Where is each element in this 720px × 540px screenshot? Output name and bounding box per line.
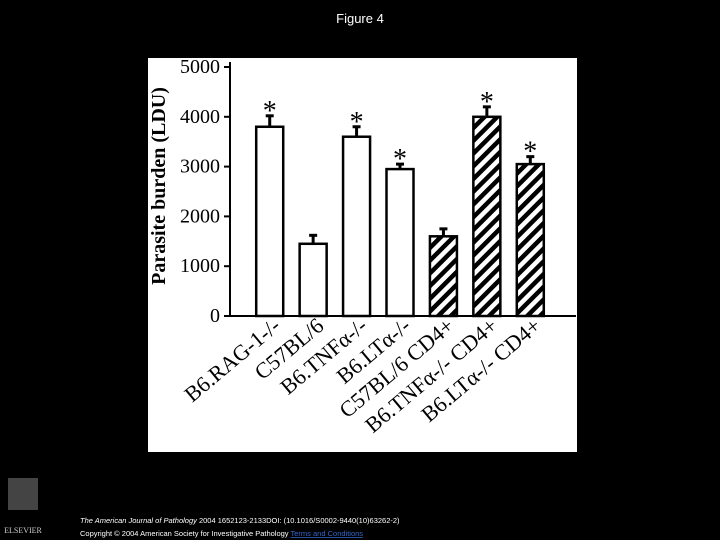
y-tick-label: 5000 bbox=[180, 56, 220, 78]
logo: ELSEVIER bbox=[4, 478, 43, 535]
journal: The American Journal of Pathology bbox=[80, 516, 198, 525]
bar bbox=[428, 235, 459, 318]
significance-mark: * bbox=[523, 137, 537, 168]
y-tick-label: 3000 bbox=[180, 156, 220, 178]
bar bbox=[254, 125, 285, 318]
slide-title: Figure 4 bbox=[336, 11, 384, 26]
significance-mark: * bbox=[350, 107, 364, 138]
bar bbox=[472, 115, 502, 318]
y-tick-label: 1000 bbox=[180, 255, 220, 277]
y-axis-label: Parasite burden (LDU) bbox=[148, 87, 170, 285]
significance-mark: * bbox=[263, 96, 277, 127]
y-tick-label: 4000 bbox=[180, 106, 220, 128]
copyright: Copyright © 2004 American Society for In… bbox=[80, 529, 363, 538]
citation-text: 2004 1652123-2133DOI: (10.1016/S0002-944… bbox=[199, 516, 400, 525]
copyright-text: Copyright © 2004 American Society for In… bbox=[80, 529, 289, 538]
significance-mark: * bbox=[393, 144, 407, 175]
y-tick-label: 2000 bbox=[180, 205, 220, 227]
bar bbox=[515, 162, 546, 318]
citation: The American Journal of Pathology 2004 1… bbox=[80, 516, 400, 525]
bar bbox=[298, 242, 328, 318]
terms-link[interactable]: Terms and Conditions bbox=[291, 529, 364, 538]
bar bbox=[385, 167, 415, 318]
significance-mark: * bbox=[480, 87, 494, 118]
y-tick-label: 0 bbox=[210, 305, 220, 327]
logo-text: ELSEVIER bbox=[4, 526, 42, 535]
bar bbox=[341, 135, 372, 318]
